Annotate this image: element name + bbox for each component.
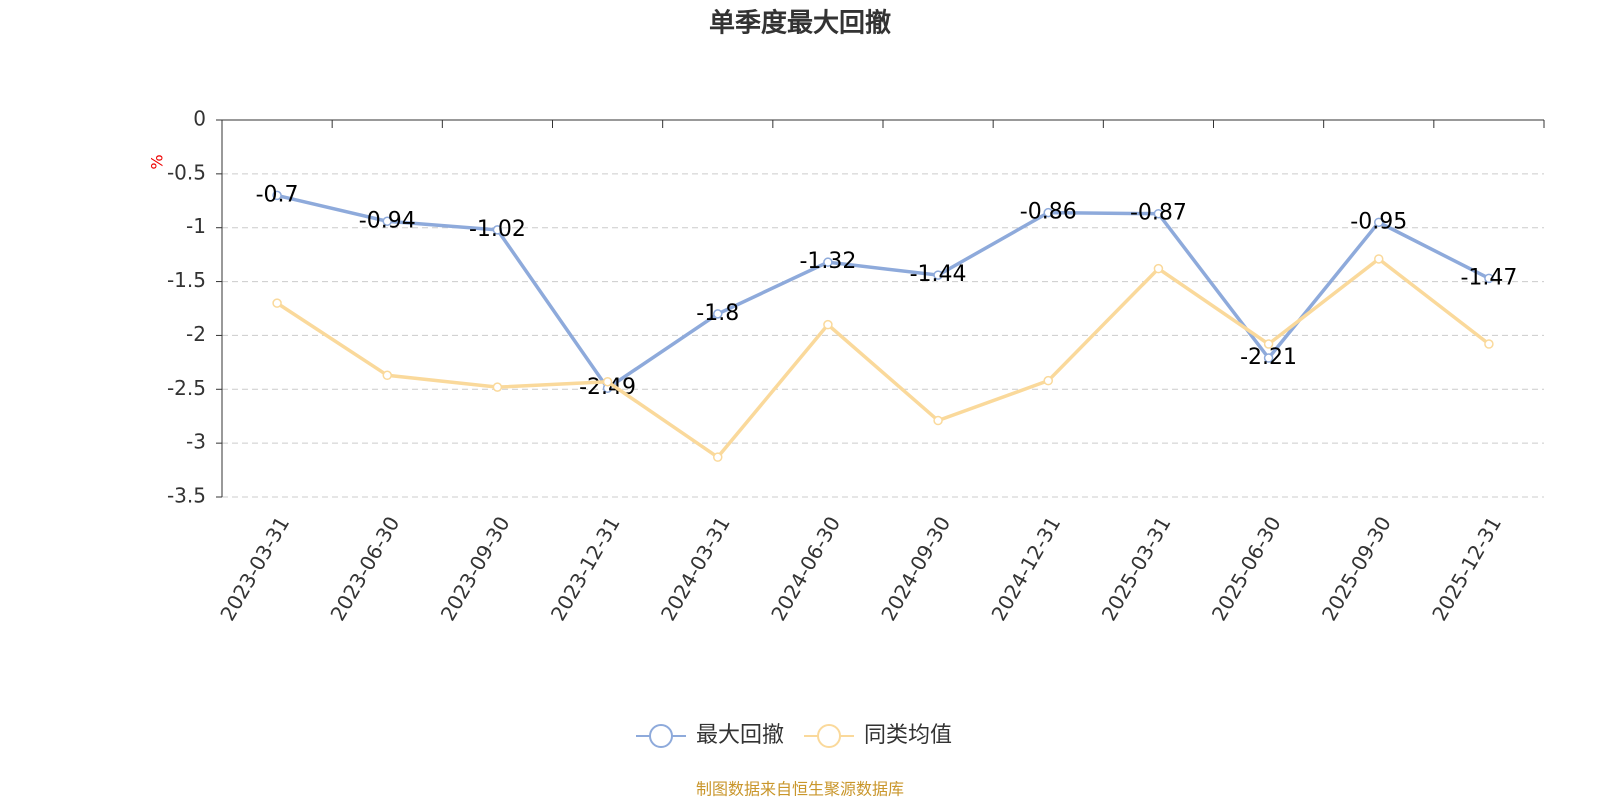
point bbox=[933, 415, 943, 426]
x-tick-label: 2023-06-30 bbox=[325, 512, 404, 625]
point bbox=[1484, 273, 1494, 284]
x-tick-label: 2025-12-31 bbox=[1427, 512, 1506, 625]
data-label: -1.8 bbox=[696, 301, 739, 326]
x-tick-label: 2024-12-31 bbox=[986, 512, 1065, 625]
x-tick-label: 2025-09-30 bbox=[1317, 512, 1396, 625]
y-tick-label: -2 bbox=[186, 322, 206, 346]
x-tick-label: 2023-03-31 bbox=[215, 512, 294, 625]
data-label: -0.86 bbox=[1020, 200, 1077, 225]
x-tick-label: 2023-12-31 bbox=[546, 512, 625, 625]
point bbox=[602, 376, 613, 387]
point bbox=[1043, 207, 1053, 218]
source: 制图数据来自恒生聚源数据库 bbox=[696, 780, 904, 799]
y-tick-label: -1 bbox=[186, 214, 206, 238]
point bbox=[272, 190, 282, 201]
point bbox=[933, 270, 943, 280]
data-label: -0.95 bbox=[1350, 209, 1407, 234]
point bbox=[713, 309, 723, 319]
point bbox=[1263, 339, 1274, 349]
data-label: -1.47 bbox=[1460, 265, 1517, 290]
legend-icon bbox=[649, 724, 673, 748]
y-tick-label: -3 bbox=[186, 430, 206, 454]
point bbox=[1043, 375, 1053, 386]
series-line bbox=[276, 193, 1490, 391]
point bbox=[823, 319, 833, 330]
legend-label: 同类均值 bbox=[864, 723, 952, 748]
data-label: -1.32 bbox=[799, 249, 856, 274]
x-tick-label: 2024-09-30 bbox=[876, 512, 955, 625]
point bbox=[382, 370, 392, 381]
data-label: -0.7 bbox=[256, 182, 299, 207]
point bbox=[1263, 353, 1274, 363]
y-tick-label: -3.5 bbox=[167, 484, 206, 508]
point bbox=[713, 452, 723, 462]
legend-icon bbox=[817, 724, 842, 748]
data-label: -0.94 bbox=[359, 208, 416, 233]
point bbox=[492, 382, 503, 392]
x-tick-label: 2024-06-30 bbox=[766, 512, 845, 625]
legend-label: 最大回撤 bbox=[696, 723, 784, 748]
data-label: -1.44 bbox=[910, 262, 967, 287]
data-label: -1.02 bbox=[469, 217, 526, 242]
point bbox=[1374, 254, 1384, 264]
point bbox=[1153, 208, 1164, 219]
data-label: -0.87 bbox=[1130, 201, 1187, 226]
point bbox=[1484, 339, 1494, 349]
x-tick-label: 2025-06-30 bbox=[1207, 512, 1286, 625]
x-tick-label: 2023-09-30 bbox=[436, 512, 515, 625]
point bbox=[382, 216, 392, 227]
point bbox=[1374, 217, 1384, 228]
point bbox=[1153, 263, 1164, 274]
y-axis-label: % bbox=[148, 154, 167, 169]
y-tick-label: -0.5 bbox=[167, 160, 206, 184]
y-tick-label: 0 bbox=[193, 107, 206, 131]
x-tick-label: 2025-03-31 bbox=[1097, 512, 1176, 625]
data-label: -2.21 bbox=[1240, 345, 1297, 370]
point bbox=[492, 225, 503, 235]
series-line bbox=[276, 256, 1490, 460]
y-tick-label: -1.5 bbox=[167, 268, 206, 292]
x-tick-label: 2024-03-31 bbox=[656, 512, 735, 625]
point bbox=[272, 298, 282, 308]
point bbox=[823, 257, 833, 267]
y-tick-label: -2.5 bbox=[167, 376, 206, 400]
chart-title: 单季度最大回撤 bbox=[709, 8, 891, 39]
